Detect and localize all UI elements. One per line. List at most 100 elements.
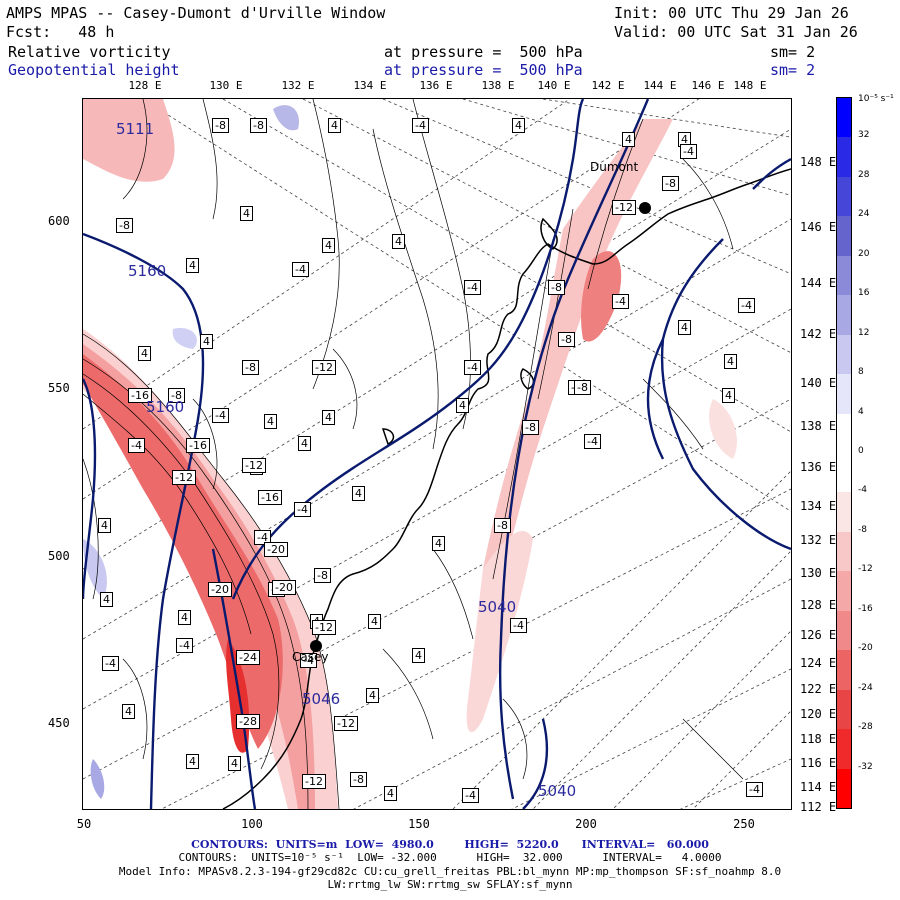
vorticity-contour-label: 4 bbox=[328, 118, 341, 133]
vorticity-contour-label: -8 bbox=[212, 118, 229, 133]
vorticity-contour-label: 4 bbox=[678, 320, 691, 335]
latitude-label: 132 E bbox=[800, 533, 837, 547]
colorbar-tick-label: -24 bbox=[858, 682, 873, 693]
vorticity-contour-label: -4 bbox=[584, 434, 601, 449]
vorticity-contour-label: -4 bbox=[510, 618, 527, 633]
forecast-hour: Fcst: 48 h bbox=[6, 23, 115, 41]
field1-level: at pressure = 500 hPa bbox=[384, 43, 583, 61]
longitude-label: 138 E bbox=[481, 79, 515, 92]
vorticity-contour-label: -20 bbox=[272, 580, 296, 595]
colorbar-swatch bbox=[837, 216, 851, 257]
height-contour-label: 5040 bbox=[478, 598, 517, 616]
latitude-label: 122 E bbox=[800, 682, 837, 696]
vorticity-contour-label: -16 bbox=[186, 438, 210, 453]
latitude-label: 126 E bbox=[800, 628, 837, 642]
x-tick-label: 50 bbox=[76, 817, 92, 831]
station-marker bbox=[310, 640, 322, 652]
colorbar-unit: 10⁻⁵ s⁻¹ bbox=[858, 94, 894, 104]
vorticity-contour-label: -4 bbox=[464, 280, 481, 295]
vorticity-map bbox=[83, 99, 791, 809]
latitude-label: 146 E bbox=[800, 220, 837, 234]
vorticity-contour-label: 4 bbox=[352, 486, 365, 501]
vorticity-contour-label: -8 bbox=[250, 118, 267, 133]
colorbar-tick-label: 12 bbox=[858, 327, 870, 338]
vorticity-contour-label: -4 bbox=[300, 653, 317, 668]
latitude-label: 128 E bbox=[800, 598, 837, 612]
y-tick-label: 450 bbox=[48, 716, 70, 730]
vorticity-contour-label: -8 bbox=[116, 218, 133, 233]
colorbar-swatch bbox=[837, 137, 851, 178]
vorticity-contour-label: -8 bbox=[168, 388, 185, 403]
longitude-label: 148 E bbox=[733, 79, 767, 92]
x-tick-label: 150 bbox=[408, 817, 430, 831]
vorticity-contour-label: 4 bbox=[200, 334, 213, 349]
vorticity-contour-label: 4 bbox=[392, 234, 405, 249]
colorbar-swatch bbox=[837, 492, 851, 533]
vorticity-contour-label: -4 bbox=[128, 438, 145, 453]
station-label: Dumont bbox=[590, 160, 639, 174]
latitude-label: 114 E bbox=[800, 780, 837, 794]
colorbar-swatch bbox=[837, 650, 851, 691]
field1-name: Relative vorticity bbox=[8, 43, 171, 61]
vorticity-contour-label: -16 bbox=[258, 490, 282, 505]
vorticity-contour-label: 4 bbox=[138, 346, 151, 361]
positive-vorticity-shading bbox=[83, 105, 299, 799]
colorbar-swatch bbox=[837, 413, 851, 454]
latitude-label: 138 E bbox=[800, 419, 837, 433]
field2-level: at pressure = 500 hPa bbox=[384, 61, 583, 79]
vorticity-contour-label: -4 bbox=[176, 638, 193, 653]
latitude-label: 130 E bbox=[800, 566, 837, 580]
vorticity-contour-label: 4 bbox=[384, 786, 397, 801]
height-contour-label: 5160 bbox=[128, 262, 167, 280]
colorbar-tick-label: 20 bbox=[858, 248, 870, 259]
vorticity-contour-label: -4 bbox=[412, 118, 429, 133]
field1-smoothing: sm= 2 bbox=[770, 43, 816, 61]
colorbar-swatch bbox=[837, 453, 851, 493]
colorbar-tick-label: -4 bbox=[858, 485, 867, 496]
colorbar-tick-label: -28 bbox=[858, 722, 873, 733]
colorbar-tick-label: 24 bbox=[858, 209, 870, 220]
x-tick-label: 250 bbox=[733, 817, 755, 831]
vorticity-contour-label: -28 bbox=[236, 714, 260, 729]
vorticity-contour-label: -4 bbox=[294, 502, 311, 517]
map-label-layer: -8 -8 4 -4 4 4 4 -4 -8 -12 -8 4 4 4 -4 -8 -4 4 4 4 -8 -12 -4 4 -… bbox=[82, 98, 792, 810]
y-tick-label: 500 bbox=[48, 549, 70, 563]
vorticity-contour-label: 4 bbox=[724, 354, 737, 369]
vorticity-contour-label: -8 bbox=[494, 518, 511, 533]
latitude-label: 140 E bbox=[800, 376, 837, 390]
latitude-label: 148 E bbox=[800, 155, 837, 169]
latitude-label: 144 E bbox=[800, 276, 837, 290]
vorticity-contour-label: -8 bbox=[662, 176, 679, 191]
longitude-label: 132 E bbox=[281, 79, 315, 92]
vorticity-contour-label: -12 bbox=[312, 620, 336, 635]
vorticity-contour-label: 4 bbox=[122, 704, 135, 719]
longitude-label: 130 E bbox=[209, 79, 243, 92]
colorbar-tick-label: -32 bbox=[858, 761, 873, 772]
latitude-label: 142 E bbox=[800, 327, 837, 341]
vorticity-contour-label: 4 bbox=[322, 238, 335, 253]
vorticity-contour-label: -12 bbox=[612, 200, 636, 215]
vorticity-contour-label: 4 bbox=[228, 756, 241, 771]
vorticity-contour-label: -4 bbox=[212, 408, 229, 423]
vorticity-contour-label: 4 bbox=[456, 398, 469, 413]
vorticity-contour-label: 4 bbox=[368, 614, 381, 629]
vorticity-contour-label: -4 bbox=[746, 782, 763, 797]
colorbar-tick-label: 4 bbox=[858, 406, 864, 417]
longitude-label: 146 E bbox=[691, 79, 725, 92]
colorbar-swatch bbox=[837, 689, 851, 730]
colorbar-tick-label: -8 bbox=[858, 524, 867, 535]
colorbar-swatch bbox=[837, 334, 851, 375]
vorticity-contour-label: 4 bbox=[366, 688, 379, 703]
valid-time: Valid: 00 UTC Sat 31 Jan 26 bbox=[614, 23, 858, 41]
vorticity-contour-label: -20 bbox=[208, 582, 232, 597]
colorbar bbox=[836, 97, 852, 809]
vorticity-contour-label: 4 bbox=[298, 436, 311, 451]
x-tick-label: 200 bbox=[575, 817, 597, 831]
vorticity-contour-label: 4 bbox=[432, 536, 445, 551]
colorbar-swatch bbox=[837, 255, 851, 296]
colorbar-swatch bbox=[837, 176, 851, 217]
vorticity-contour-label: 4 bbox=[622, 132, 635, 147]
height-contour-label: 5160 bbox=[146, 398, 185, 416]
vorticity-contour-label: 4 bbox=[186, 754, 199, 769]
colorbar-tick-label: -16 bbox=[858, 603, 873, 614]
